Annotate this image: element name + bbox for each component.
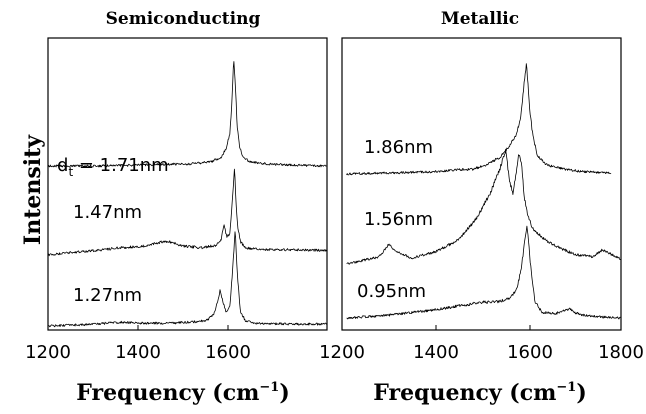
metallic-spectra (346, 63, 621, 320)
x-tick-label: 1200 (25, 342, 71, 363)
semiconducting-label-3: 1.27nm (73, 285, 142, 306)
x-tick-label: 1400 (413, 342, 459, 363)
x-tick-label: 1600 (205, 342, 251, 363)
spectrum-line-1 (346, 63, 612, 176)
semiconducting-spectra (47, 61, 328, 328)
semiconducting-label-1: dt = 1.71nm (57, 155, 169, 179)
metallic-panel: Metallic 1200 1400 1600 1800 1.86nm 1.56nm … (319, 9, 644, 406)
semiconducting-x-axis-label: Frequency (cm−1) (76, 380, 290, 406)
metallic-x-axis-label: Frequency (cm−1) (373, 380, 587, 406)
metallic-frame (341, 37, 622, 331)
semiconducting-label-2: 1.47nm (73, 202, 142, 223)
y-axis-label: Intensity (20, 134, 46, 245)
spectrum-line-2 (47, 168, 328, 257)
x-tick-label: 1400 (115, 342, 161, 363)
spectrum-line-1 (47, 61, 327, 168)
semiconducting-title: Semiconducting (106, 9, 261, 29)
metallic-x-ticks: 1200 1400 1600 1800 (319, 325, 644, 363)
spectrum-line-2 (346, 150, 621, 265)
x-tick-label: 1600 (507, 342, 553, 363)
metallic-label-3: 0.95nm (357, 281, 426, 302)
semiconducting-frame (47, 37, 328, 331)
metallic-label-2: 1.56nm (364, 209, 433, 230)
semiconducting-panel: Semiconducting 1200 1400 1600 dt = 1.71nm … (25, 9, 328, 406)
x-tick-label: 1200 (319, 342, 365, 363)
x-tick-label: 1800 (598, 342, 644, 363)
spectrum-line-3 (346, 225, 621, 320)
spectrum-line-3 (47, 231, 328, 328)
metallic-label-1: 1.86nm (364, 137, 433, 158)
semiconducting-x-ticks: 1200 1400 1600 (25, 325, 251, 363)
metallic-title: Metallic (441, 9, 519, 29)
